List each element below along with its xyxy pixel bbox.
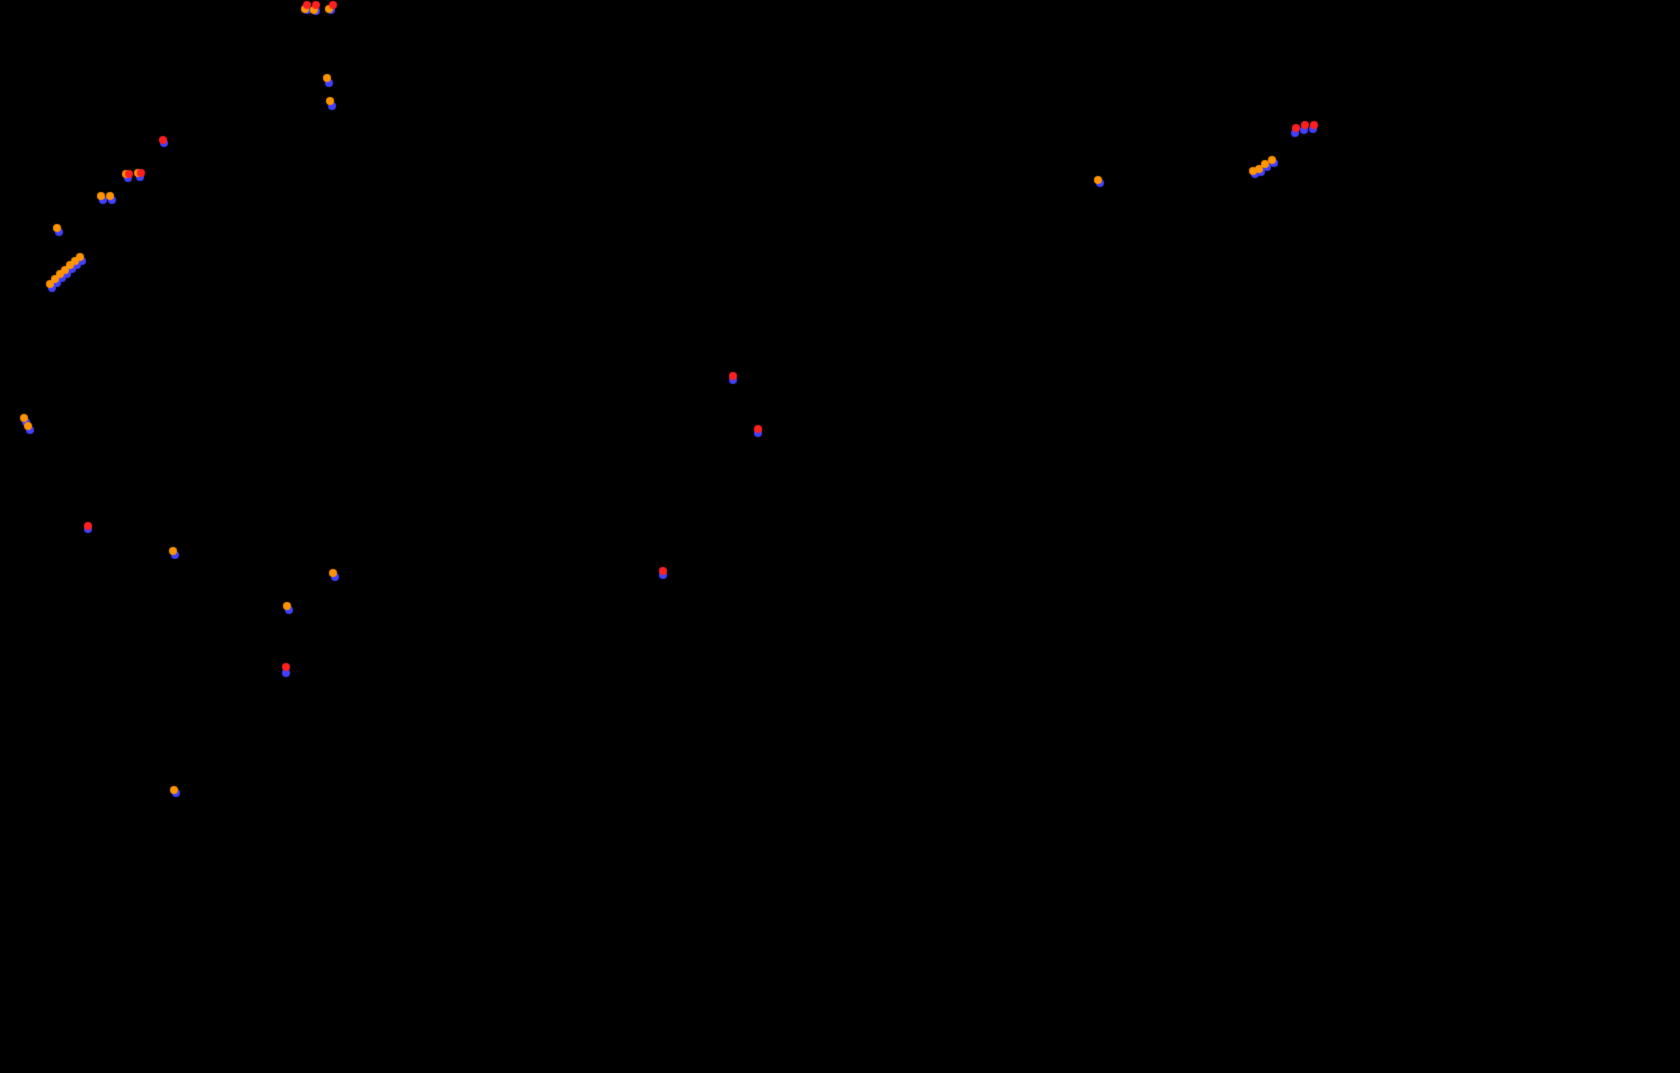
scatter-plot [0, 0, 1680, 1073]
